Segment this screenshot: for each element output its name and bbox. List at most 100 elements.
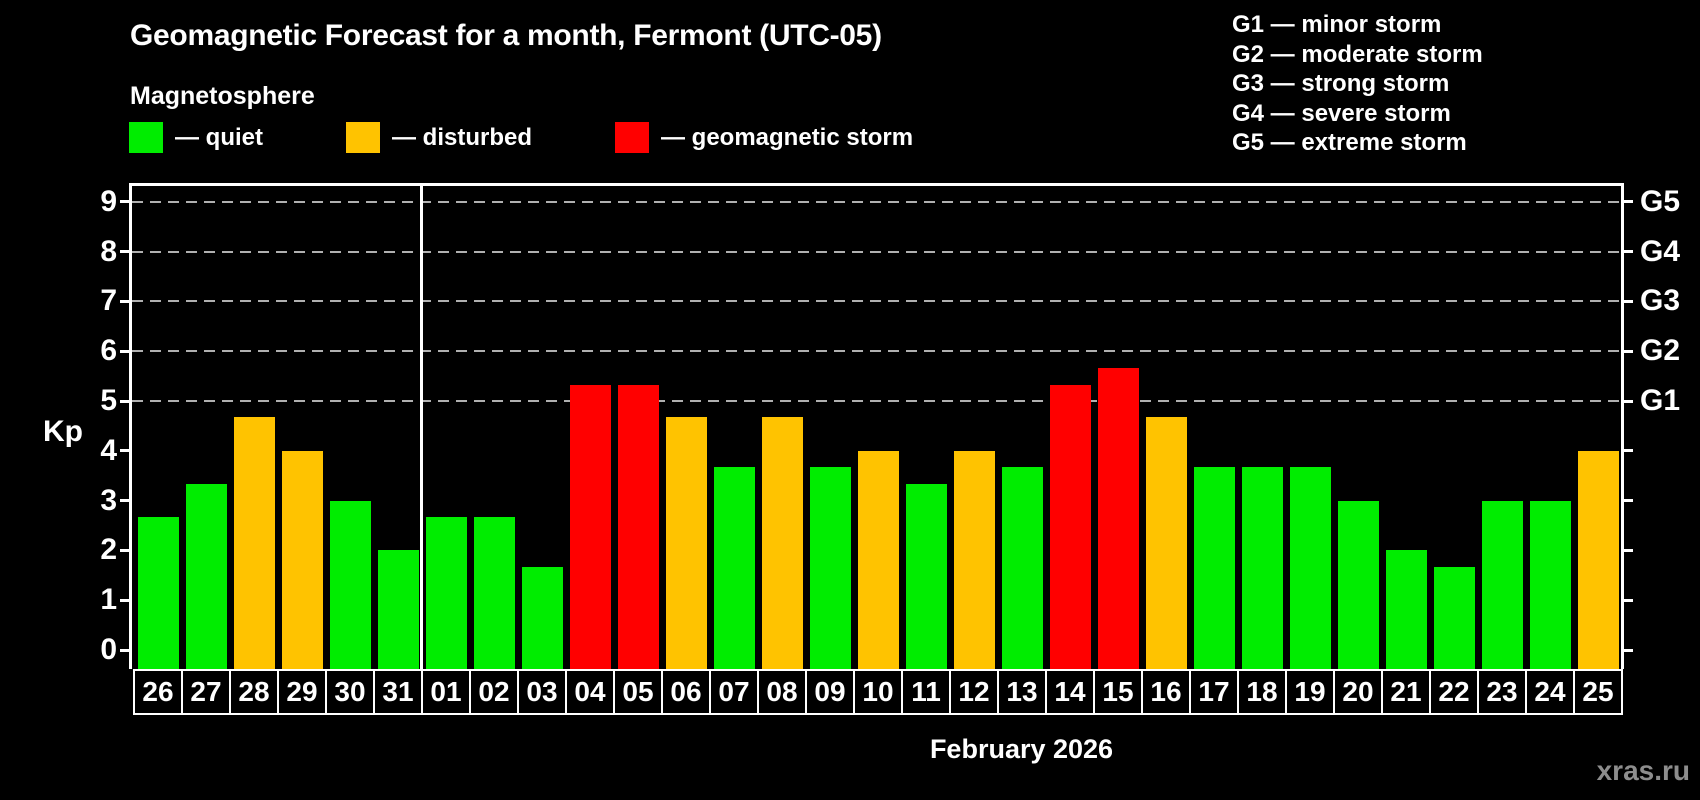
kp-bar-day-31 xyxy=(377,550,419,669)
g-axis-label-g5: G5 xyxy=(1640,184,1681,218)
legend-swatch-storm-icon xyxy=(615,122,649,153)
kp-bar-day-04 xyxy=(569,384,611,669)
g-scale-legend-line-5: G5 — extreme storm xyxy=(1232,129,1467,157)
day-label-cell-23: 23 xyxy=(1477,669,1527,715)
legend-label-quiet: — quiet xyxy=(175,123,263,151)
watermark: xras.ru xyxy=(1596,755,1690,786)
day-label-cell-09: 09 xyxy=(805,669,855,715)
day-label-cell-11: 11 xyxy=(901,669,951,715)
kp-bar-day-29 xyxy=(281,450,323,669)
kp-bar-day-07 xyxy=(713,467,755,669)
day-label-cell-02: 02 xyxy=(469,669,519,715)
day-label-cell-04: 04 xyxy=(565,669,615,715)
g-scale-legend: G1 — minor storm G2 — moderate storm G3 — … xyxy=(1232,10,1483,158)
kp-bar-day-18 xyxy=(1241,467,1283,669)
y-tick-label-9: 9 xyxy=(100,184,117,218)
y-axis-tick-right-3 xyxy=(1624,499,1633,503)
day-label-cell-19: 19 xyxy=(1285,669,1335,715)
gridline-kp8 xyxy=(132,250,1621,253)
gridline-kp6 xyxy=(132,350,1621,353)
day-label-cell-17: 17 xyxy=(1189,669,1239,715)
y-axis-tick-right-0 xyxy=(1624,648,1633,652)
legend-label-disturbed: — disturbed xyxy=(392,123,533,151)
day-label-cell-25: 25 xyxy=(1573,669,1623,715)
y-tick-label-3: 3 xyxy=(100,483,117,517)
kp-bar-day-12 xyxy=(953,450,995,669)
kp-bar-day-14 xyxy=(1049,384,1091,669)
day-label-cell-18: 18 xyxy=(1237,669,1287,715)
y-axis-label: Kp xyxy=(43,415,83,448)
y-tick-label-1: 1 xyxy=(100,583,117,617)
y-tick-label-8: 8 xyxy=(100,234,117,268)
day-label-cell-31: 31 xyxy=(373,669,423,715)
y-axis-tick-left-1 xyxy=(120,598,129,602)
kp-bar-day-03 xyxy=(521,566,563,669)
y-axis-tick-right-4 xyxy=(1624,449,1633,453)
kp-bar-day-21 xyxy=(1385,550,1427,669)
legend-label-storm: — geomagnetic storm xyxy=(661,123,914,151)
g-axis-label-g3: G3 xyxy=(1640,284,1681,318)
chart-subtitle: Magnetosphere xyxy=(130,82,315,110)
day-label-cell-14: 14 xyxy=(1045,669,1095,715)
day-label-cell-16: 16 xyxy=(1141,669,1191,715)
y-axis-tick-right-9 xyxy=(1624,200,1633,204)
day-label-cell-29: 29 xyxy=(277,669,327,715)
g-scale-legend-line-1: G1 — minor storm xyxy=(1232,11,1442,38)
plot-border xyxy=(129,183,1624,669)
y-tick-label-4: 4 xyxy=(100,433,117,467)
kp-bar-day-19 xyxy=(1289,467,1331,669)
y-axis-tick-right-5 xyxy=(1624,399,1633,403)
kp-bar-day-09 xyxy=(809,467,851,669)
y-tick-label-5: 5 xyxy=(100,384,117,417)
kp-bar-day-05 xyxy=(617,384,659,669)
kp-bar-day-16 xyxy=(1145,417,1187,669)
kp-bar-day-11 xyxy=(905,484,947,669)
y-axis-tick-right-7 xyxy=(1624,299,1633,303)
day-label-cell-03: 03 xyxy=(517,669,567,715)
day-label-cell-06: 06 xyxy=(661,669,711,715)
day-label-cell-12: 12 xyxy=(949,669,999,715)
legend-item-storm: — geomagnetic storm xyxy=(615,122,913,153)
x-axis-caption: February 2026 xyxy=(929,734,1114,764)
y-axis-tick-right-2 xyxy=(1624,548,1633,552)
day-label-cell-01: 01 xyxy=(421,669,471,715)
legend-item-quiet: — quiet xyxy=(129,122,263,153)
kp-bar-day-22 xyxy=(1433,566,1475,669)
y-axis-tick-left-6 xyxy=(120,349,129,353)
kp-bar-day-25 xyxy=(1577,450,1619,669)
y-axis-tick-left-3 xyxy=(120,499,129,503)
y-axis-tick-left-4 xyxy=(120,449,129,453)
g-axis-label-g2: G2 xyxy=(1640,334,1681,368)
kp-bar-day-17 xyxy=(1193,467,1235,669)
y-axis-tick-left-8 xyxy=(120,250,129,254)
kp-bar-day-20 xyxy=(1337,500,1379,669)
kp-bar-day-10 xyxy=(857,450,899,669)
kp-bar-day-06 xyxy=(665,417,707,669)
gridline-kp5 xyxy=(132,400,1621,402)
day-label-cell-20: 20 xyxy=(1333,669,1383,715)
y-axis-tick-left-7 xyxy=(120,299,129,303)
gridline-kp9 xyxy=(132,200,1621,203)
legend-swatch-disturbed-icon xyxy=(346,122,380,153)
day-label-cell-27: 27 xyxy=(181,669,231,715)
y-axis-tick-left-9 xyxy=(120,200,129,204)
chart-title: Geomagnetic Forecast for a month, Fermon… xyxy=(130,19,882,52)
y-axis-tick-left-2 xyxy=(120,548,129,552)
kp-bar-day-24 xyxy=(1529,500,1571,669)
y-axis-tick-right-1 xyxy=(1624,598,1633,602)
legend-item-disturbed: — disturbed xyxy=(346,122,532,153)
kp-bar-day-15 xyxy=(1097,367,1139,669)
month-separator xyxy=(420,183,423,669)
day-label-cell-24: 24 xyxy=(1525,669,1575,715)
day-label-cell-05: 05 xyxy=(613,669,663,715)
kp-bar-day-13 xyxy=(1001,467,1043,669)
g-scale-legend-line-4: G4 — severe storm xyxy=(1232,99,1451,127)
g-axis-label-g4: G4 xyxy=(1640,234,1681,268)
y-axis-tick-left-0 xyxy=(120,648,129,652)
kp-bar-day-23 xyxy=(1481,500,1523,669)
kp-bar-day-30 xyxy=(329,500,371,669)
kp-bar-day-27 xyxy=(185,484,227,669)
y-tick-label-2: 2 xyxy=(100,533,117,567)
g-scale-legend-line-2: G2 — moderate storm xyxy=(1232,40,1483,68)
